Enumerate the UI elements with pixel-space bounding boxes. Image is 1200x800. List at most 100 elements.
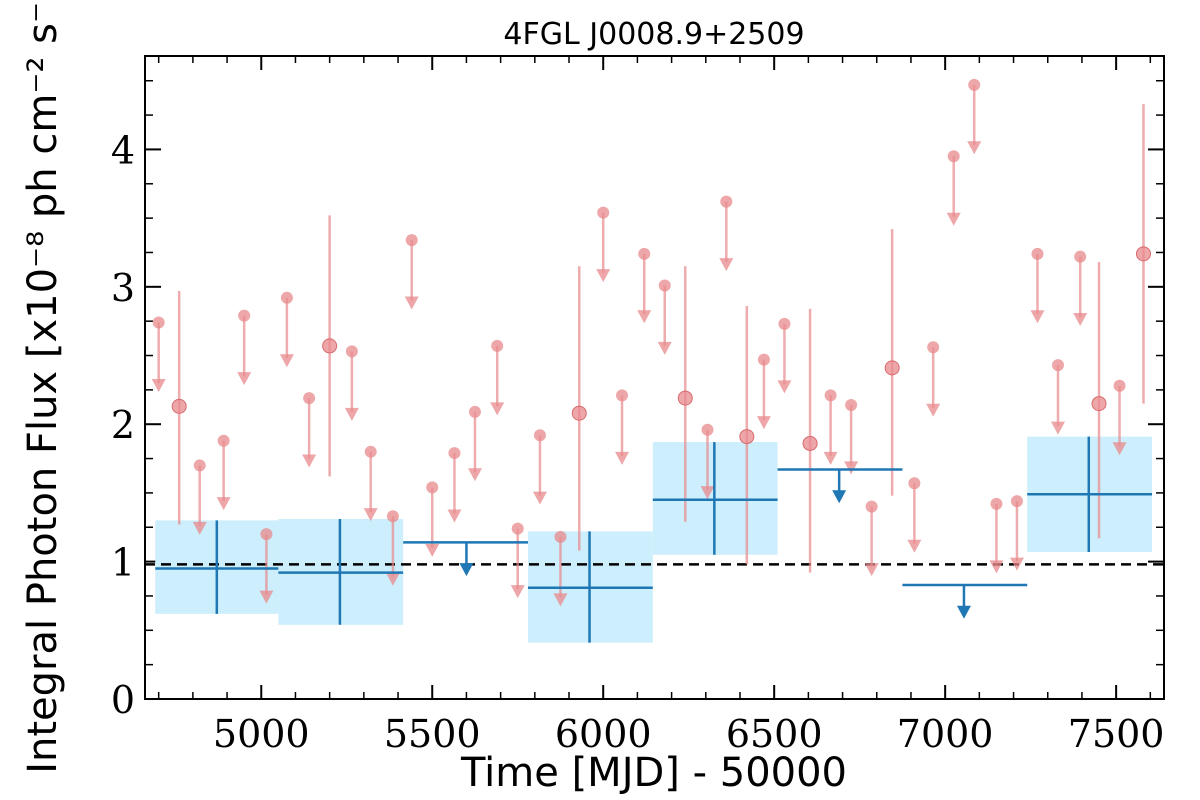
- upper-limit-arrowhead: [425, 543, 440, 557]
- upper-limit-arrowhead: [926, 403, 941, 417]
- detection-point: [571, 405, 587, 421]
- upper-limit-arrowhead: [989, 560, 1004, 574]
- chart-title: 4FGL J0008.9+2509: [503, 17, 804, 52]
- upper-limit-arrowhead: [864, 563, 879, 577]
- y-tick-label: 4: [111, 128, 135, 172]
- upper-limit-arrowhead: [279, 354, 294, 368]
- upper-limit-marker: [757, 353, 770, 366]
- detection-point: [677, 390, 693, 406]
- plot-area: 5000 5500 6000 6500 7000 7500 0 1 2 3 4: [111, 56, 1165, 756]
- upper-limit-marker: [1113, 379, 1126, 392]
- upper-limit-marker: [927, 341, 940, 354]
- detection-point: [884, 360, 900, 376]
- detection-point: [739, 429, 755, 445]
- upper-limit-marker: [193, 459, 206, 472]
- upper-limit-arrowhead: [447, 509, 462, 523]
- upper-limit-marker: [658, 279, 671, 292]
- detection-point: [1091, 396, 1107, 412]
- upper-limit-arrowhead: [637, 310, 652, 324]
- upper-limit-marker: [448, 447, 461, 460]
- upper-limit-arrowhead: [1030, 310, 1045, 324]
- y-tick-label: 0: [111, 678, 135, 722]
- upper-limit-marker: [260, 528, 273, 541]
- upper-limit-marker: [1051, 359, 1064, 372]
- upper-limit-arrowhead: [490, 402, 505, 416]
- upper-limit-marker: [386, 510, 399, 523]
- upper-limit-arrowhead: [344, 407, 359, 421]
- upper-limit-arrowhead: [192, 521, 207, 535]
- detection-point: [1135, 246, 1151, 262]
- upper-limit-arrowhead: [657, 341, 672, 355]
- upper-limit-arrowhead: [907, 539, 922, 553]
- upper-limit-arrowhead: [1050, 421, 1065, 435]
- y-axis-label: Integral Photon Flux [x10⁻⁸ ph cm⁻² s⁻¹]: [20, 0, 66, 774]
- upper-limit-marker: [405, 234, 418, 247]
- upper-limit-arrowhead: [404, 296, 419, 310]
- upper-limit-marker: [491, 339, 504, 352]
- upper-limit-marker: [468, 405, 481, 418]
- plot-frame: [144, 55, 1165, 700]
- upper-limit-arrowhead: [596, 269, 611, 283]
- upper-limit-marker: [824, 389, 837, 402]
- upper-limit-arrowhead: [823, 451, 838, 465]
- upper-limit-marker: [990, 497, 1003, 510]
- upper-limit-marker: [345, 345, 358, 358]
- upper-limit-marker: [280, 291, 293, 304]
- upper-limit-arrowhead: [700, 486, 715, 500]
- upper-limit-arrowhead: [719, 258, 734, 272]
- upper-limit-arrowhead: [467, 468, 482, 482]
- upper-limit-marker: [638, 247, 651, 260]
- upper-limit-marker: [426, 481, 439, 494]
- upper-limit-marker: [720, 195, 733, 208]
- upper-limit-arrowhead: [237, 372, 252, 386]
- upper-limit-marker: [533, 429, 546, 442]
- x-tick-label: 6500: [726, 712, 823, 756]
- upper-limit-marker: [947, 150, 960, 163]
- detection-point: [171, 398, 187, 414]
- upper-limit-arrowhead: [259, 590, 274, 604]
- upper-limit-arrowhead: [967, 141, 982, 155]
- upper-limit-arrowhead: [1009, 557, 1024, 571]
- upper-limit-marker: [778, 317, 791, 330]
- upper-limit-arrowhead: [363, 508, 378, 522]
- upper-limit-arrowhead: [946, 212, 961, 226]
- upper-limit-marker: [152, 316, 165, 329]
- upper-limit-marker: [364, 445, 377, 458]
- upper-limit-arrowhead: [385, 572, 400, 586]
- upper-limit-arrowhead: [756, 416, 771, 430]
- upper-limit-marker: [511, 522, 524, 535]
- upper-limit-marker: [908, 477, 921, 490]
- upper-limit-marker: [865, 500, 878, 513]
- detection-point: [802, 435, 818, 451]
- upper-limit-arrowhead: [777, 380, 792, 394]
- upper-limit-marker: [1074, 250, 1087, 263]
- upper-limit-arrowhead: [1112, 442, 1127, 456]
- y-tick-label: 3: [111, 266, 135, 310]
- long-bin-limit-arrowhead: [956, 605, 971, 619]
- upper-limit-marker: [303, 392, 316, 405]
- upper-limit-arrowhead: [302, 454, 317, 468]
- x-tick-label: 5500: [384, 712, 481, 756]
- long-bin-limit-arrowhead: [832, 490, 847, 504]
- y-tick-label: 2: [111, 403, 135, 447]
- detection-point: [322, 338, 338, 354]
- upper-limit-marker: [238, 309, 251, 322]
- upper-limit-marker: [1031, 247, 1044, 260]
- x-tick-label: 7000: [897, 712, 994, 756]
- x-tick-label: 6000: [555, 712, 652, 756]
- long-bin-limit-arrowhead: [459, 563, 474, 577]
- x-tick-label: 5000: [213, 712, 310, 756]
- upper-limit-marker: [217, 434, 230, 447]
- upper-limit-arrowhead: [844, 461, 859, 475]
- y-tick-label: 1: [111, 541, 135, 585]
- upper-limit-marker: [1010, 495, 1023, 508]
- x-tick-label: 7500: [1068, 712, 1165, 756]
- upper-limit-arrowhead: [510, 585, 525, 599]
- upper-limit-arrowhead: [553, 593, 568, 607]
- upper-limit-marker: [554, 530, 567, 543]
- x-axis-label: Time [MJD] - 50000: [460, 750, 847, 796]
- upper-limit-arrowhead: [532, 491, 547, 505]
- upper-limit-arrowhead: [151, 378, 166, 392]
- upper-limit-marker: [968, 78, 981, 91]
